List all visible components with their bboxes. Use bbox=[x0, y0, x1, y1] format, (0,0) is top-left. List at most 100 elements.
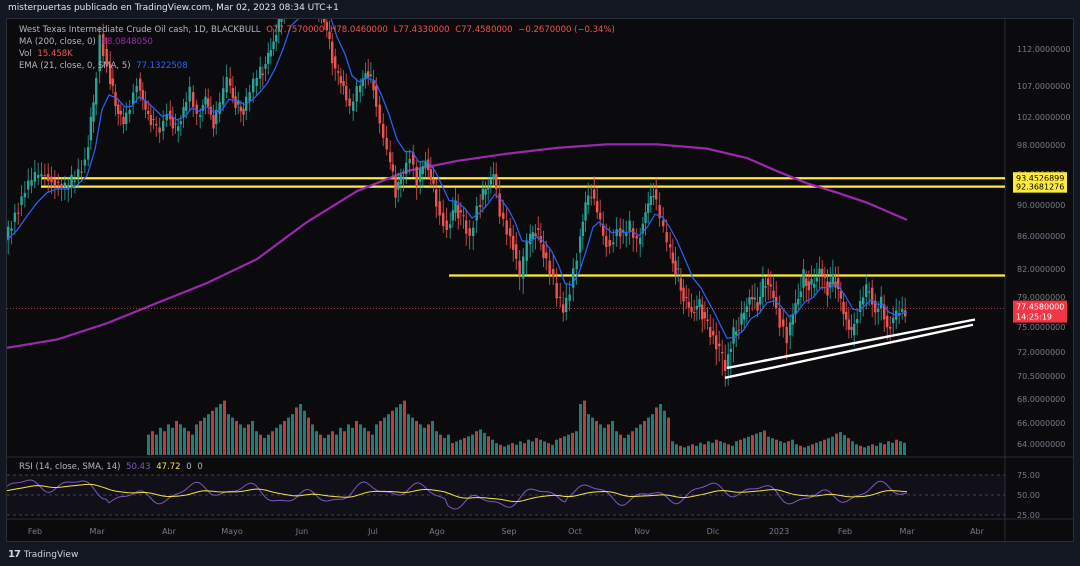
candle-body bbox=[37, 175, 40, 178]
price-chart[interactable]: 112.0000000 107.0000000 102.0000000 98.0000… bbox=[6, 0, 1073, 541]
candle-body bbox=[685, 297, 688, 298]
candle-body bbox=[502, 212, 505, 219]
candle-body bbox=[693, 312, 696, 313]
volume-bar bbox=[851, 441, 854, 455]
ema-legend[interactable]: EMA (21, close, 0, SMA, 5) 77.1322508 bbox=[19, 61, 188, 71]
candle-body bbox=[171, 117, 175, 129]
volume-bar bbox=[451, 443, 454, 455]
volume-bar bbox=[219, 404, 222, 455]
candle-body bbox=[382, 124, 385, 138]
volume-bar bbox=[723, 442, 726, 455]
candle-body bbox=[655, 189, 658, 200]
volume-bar bbox=[423, 427, 426, 455]
candle-body bbox=[438, 201, 441, 216]
price-tick-label: 79.0000000 bbox=[1017, 293, 1065, 302]
volume-bar bbox=[155, 434, 158, 455]
candle-body bbox=[799, 291, 803, 297]
candle-body bbox=[17, 212, 20, 214]
candle-body bbox=[679, 278, 683, 291]
price-tick-label: 75.0000000 bbox=[1017, 323, 1065, 332]
candle-body bbox=[105, 49, 108, 64]
price-tick-label: 102.0000000 bbox=[1017, 113, 1070, 122]
candle-body bbox=[619, 228, 622, 237]
candle-body bbox=[743, 312, 746, 320]
candle-body bbox=[874, 300, 877, 313]
ema-value: 77.1322508 bbox=[136, 61, 188, 71]
rsi-ma-line bbox=[6, 483, 908, 503]
candle-body bbox=[114, 92, 117, 107]
volume-bar bbox=[531, 441, 534, 455]
candle-body bbox=[63, 182, 67, 187]
volume-bar bbox=[847, 438, 850, 455]
volume-bar bbox=[891, 442, 894, 455]
candle-body bbox=[807, 281, 811, 291]
volume-bar bbox=[447, 434, 450, 455]
candle-body bbox=[764, 286, 767, 288]
candle-body bbox=[545, 252, 548, 259]
tradingview-brand[interactable]: 17 TradingView bbox=[8, 549, 78, 560]
candle-body bbox=[839, 290, 843, 299]
volume-bar bbox=[243, 427, 246, 455]
candle-body bbox=[185, 102, 188, 111]
candle-body bbox=[732, 327, 735, 344]
chart-panel[interactable]: 112.0000000 107.0000000 102.0000000 98.0000… bbox=[6, 0, 1074, 542]
candle-body bbox=[40, 174, 43, 177]
candle-body bbox=[7, 226, 10, 241]
candle-body bbox=[481, 188, 485, 200]
volume-bar bbox=[599, 424, 602, 455]
candle-body bbox=[323, 12, 326, 23]
ema-label: EMA (21, close, 0, SMA, 5) bbox=[19, 61, 131, 71]
ma-legend[interactable]: MA (200, close, 0) 88.0848050 bbox=[19, 37, 153, 47]
month-label: Dic bbox=[707, 527, 720, 536]
volume-legend[interactable]: Vol 15.458K bbox=[19, 49, 73, 59]
volume-bar bbox=[783, 442, 786, 455]
volume-bar bbox=[151, 431, 154, 455]
rsi-value: 50.43 bbox=[126, 462, 151, 472]
volume-bar bbox=[415, 421, 418, 455]
candle-body bbox=[348, 98, 351, 106]
volume-bar bbox=[663, 410, 666, 455]
candle-body bbox=[797, 298, 800, 305]
candle-body bbox=[706, 319, 709, 322]
volume-bar bbox=[543, 441, 546, 455]
candle-body bbox=[845, 312, 848, 320]
candle-body bbox=[459, 210, 463, 213]
month-label: Abr bbox=[162, 527, 177, 536]
volume-bar bbox=[279, 424, 282, 455]
candle-body bbox=[264, 64, 267, 69]
volume-bar bbox=[283, 421, 286, 455]
candle-body bbox=[572, 268, 575, 288]
candle-body bbox=[201, 105, 205, 111]
month-label: Feb bbox=[838, 527, 852, 536]
candle-body bbox=[767, 278, 770, 285]
volume-bar bbox=[603, 427, 606, 455]
rsi-legend[interactable]: RSI (14, close, SMA, 14) 50.43 47.72 0 0 bbox=[19, 462, 203, 472]
volume-bar bbox=[559, 438, 562, 455]
candle-body bbox=[729, 348, 733, 352]
volume-bar bbox=[595, 421, 598, 455]
volume-bar bbox=[555, 439, 558, 455]
candle-body bbox=[328, 31, 331, 40]
candle-body bbox=[445, 220, 448, 230]
candle-body bbox=[158, 127, 161, 133]
volume-bar bbox=[627, 434, 630, 455]
candle-body bbox=[402, 177, 405, 180]
ohlc-low: L77.4330000 bbox=[393, 25, 450, 35]
candle-body bbox=[144, 100, 147, 110]
volume-bar bbox=[303, 410, 306, 455]
volume-bar bbox=[751, 435, 754, 455]
candle-body bbox=[641, 223, 645, 234]
candle-body bbox=[671, 252, 675, 264]
candle-body bbox=[73, 180, 77, 182]
candle-body bbox=[596, 201, 599, 213]
candle-body bbox=[375, 86, 378, 107]
candle-body bbox=[703, 312, 707, 319]
volume-bar bbox=[175, 421, 178, 455]
volume-bar bbox=[207, 414, 210, 455]
candle-body bbox=[625, 232, 628, 236]
candle-body bbox=[877, 308, 880, 312]
candle-body bbox=[644, 212, 647, 224]
candle-body bbox=[904, 310, 907, 317]
candle-body bbox=[810, 279, 813, 285]
candle-body bbox=[522, 256, 525, 279]
